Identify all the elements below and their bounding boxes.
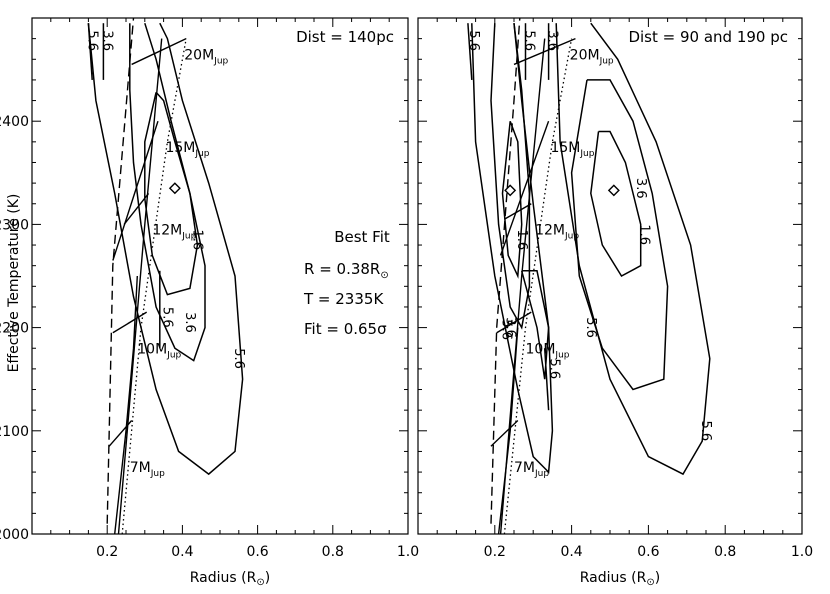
contour-line <box>543 348 550 411</box>
contour-level-label: 3.6 <box>182 312 197 333</box>
x-axis-label-close-paren: ) <box>265 570 270 586</box>
x-tick-label: 0.8 <box>714 544 736 560</box>
contour-level-label: 5.6 <box>522 30 537 51</box>
x-tick-label: 0.4 <box>560 544 582 560</box>
contour-line <box>129 22 206 362</box>
mass-label: 20MJup <box>570 47 614 66</box>
mass-label: 20MJup <box>184 47 228 66</box>
x-axis-label-sun-symbol: ⊙ <box>646 577 654 588</box>
mass-label: 7MJup <box>514 460 549 479</box>
evolution-track-dashed <box>106 18 135 524</box>
contour-level-label: 3.6 <box>633 178 648 199</box>
contour-line <box>471 23 554 474</box>
contour-level-label: 5.6 <box>84 30 99 51</box>
best-fit-radius: R = 0.38R⊙ <box>304 260 389 281</box>
evolution-track-solid <box>497 327 519 534</box>
plot-area: 1.6 1.63.63.65.65.65.65.65.6 3.65.620MJup1… <box>466 18 713 534</box>
best-fit-diamond-marker <box>607 184 620 197</box>
contour-level-label: 5.6 <box>466 30 481 51</box>
mass-label-subscript: Jup <box>564 232 579 242</box>
evolution-track-solid <box>117 38 163 534</box>
contour-level-label: 5.6 <box>160 307 175 328</box>
mass-isochrone-line <box>496 311 532 334</box>
x-tick-label: 1.0 <box>791 544 813 560</box>
mass-isochrone-line <box>499 120 550 256</box>
evolution-track-solid <box>114 275 138 534</box>
mass-label-subscript: Jup <box>534 469 549 479</box>
x-axis-label: Radius (R⊙) <box>190 570 270 588</box>
y-tick-label: 2300 <box>0 217 29 233</box>
mass-isochrone-line <box>108 420 133 447</box>
mass-label-subscript: Jup <box>166 350 181 360</box>
plot-area: 1.63.65.65.6 3.65.620MJup15MJup12MJup10MJ… <box>84 18 246 534</box>
y-tick-label: 2000 <box>0 527 29 543</box>
best-fit-diamond-marker <box>504 184 517 197</box>
best-fit-temperature: T = 2335K <box>303 290 384 308</box>
contour-line <box>590 130 642 277</box>
contour-level-label: 5.6 <box>546 359 561 380</box>
mass-label-subscript: Jup <box>554 350 569 360</box>
contour-line <box>555 22 711 476</box>
contour-line <box>87 22 244 476</box>
panel-title: Dist = 140pc <box>296 28 394 46</box>
panel-title: Dist = 90 and 190 pc <box>628 28 788 46</box>
mass-label: 12MJup <box>152 223 196 242</box>
evolution-track-dashed <box>490 18 521 524</box>
mass-isochrone-line <box>504 203 532 220</box>
mass-label-subscript: Jup <box>181 232 196 242</box>
y-tick-label: 2200 <box>0 321 29 337</box>
mass-isochrone-line <box>123 193 150 225</box>
mass-isochrone-line <box>112 120 159 261</box>
x-tick-label: 0.8 <box>322 544 344 560</box>
y-tick-label: 2100 <box>0 424 29 440</box>
x-tick-label: 1.0 <box>397 544 419 560</box>
contour-line <box>144 91 199 296</box>
mass-label: 7MJup <box>130 460 165 479</box>
mass-isochrone-line <box>131 38 187 66</box>
contour-level-label: 3.6 <box>99 30 114 51</box>
contour-line <box>570 79 669 391</box>
contour-level-label: 5.6 <box>231 348 246 369</box>
contour-level-label: 1.6 <box>637 224 652 245</box>
mass-label: 15MJup <box>550 140 594 159</box>
mass-isochrone-line <box>513 37 576 66</box>
best-fit-sigma: Fit = 0.65σ <box>304 320 387 338</box>
y-axis-label: Effective Temperature (K) <box>6 194 22 373</box>
contour-line <box>501 120 523 279</box>
mass-label-subscript: Jup <box>579 149 594 159</box>
mass-label: 15MJup <box>165 140 209 159</box>
contour-line <box>467 23 473 80</box>
evolution-track-dotted <box>503 38 573 534</box>
contour-level-label: 3.6 <box>545 30 560 51</box>
evolution-track-dotted <box>121 38 187 534</box>
x-axis-label: Radius (R⊙) <box>580 570 660 588</box>
x-tick-label: 0.2 <box>96 544 118 560</box>
x-axis-label-sun-symbol: ⊙ <box>256 577 264 588</box>
y-tick-label: 2400 <box>0 114 29 130</box>
mass-label: 10MJup <box>137 341 181 360</box>
panel-left: 1.63.65.65.6 3.65.620MJup15MJup12MJup10MJ… <box>0 17 419 588</box>
mass-isochrone-line <box>490 419 519 447</box>
x-axis-label-close-paren: ) <box>655 570 660 586</box>
contour-line <box>520 270 550 380</box>
x-tick-label: 0.6 <box>246 544 268 560</box>
x-tick-label: 0.6 <box>637 544 659 560</box>
x-tick-label: 0.4 <box>171 544 193 560</box>
contour-line <box>87 23 93 80</box>
mass-label-subscript: Jup <box>213 56 228 66</box>
contour-level-label: 5.6 <box>698 420 713 441</box>
best-fit-heading: Best Fit <box>334 228 390 246</box>
mass-isochrone-line <box>112 311 148 334</box>
best-fit-diamond-marker <box>168 182 181 195</box>
mass-label-subscript: Jup <box>150 469 165 479</box>
panel-right: 1.6 1.63.63.65.65.65.65.65.6 3.65.620MJup1… <box>417 17 813 588</box>
mass-label-subscript: Jup <box>599 56 614 66</box>
contour-level-label: 5.6 <box>583 317 598 338</box>
mass-label-subscript: Jup <box>194 149 209 159</box>
axis-frame <box>417 17 803 535</box>
x-tick-label: 0.2 <box>484 544 506 560</box>
best-fit-radius-sun-symbol: ⊙ <box>380 270 388 281</box>
